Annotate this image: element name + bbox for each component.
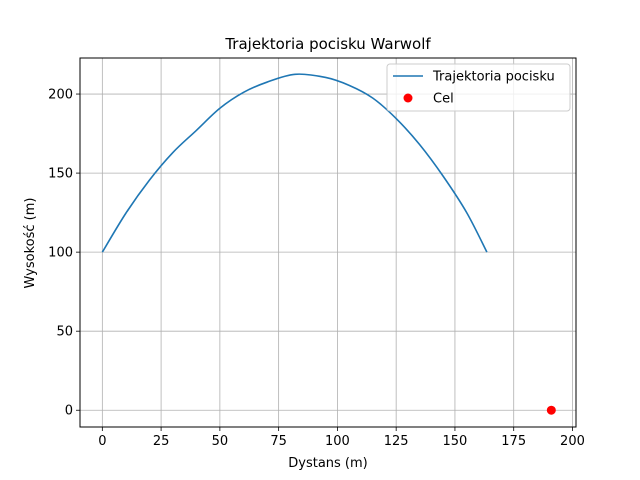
x-tick-label: 75 [270, 434, 287, 449]
axes-frame [79, 57, 577, 428]
chart-title: Trajektoria pocisku Warwolf [224, 35, 431, 53]
y-tick-label: 50 [56, 325, 73, 340]
x-tick-label: 0 [98, 434, 106, 449]
y-tick-label: 150 [48, 167, 73, 182]
x-axis-ticks: 0 25 50 75 100 125 150 175 200 [98, 427, 585, 449]
y-tick-label: 0 [65, 404, 73, 419]
target-point [546, 405, 556, 415]
y-axis-label: Wysokość (m) [23, 198, 38, 289]
legend-label: Cel [433, 92, 454, 107]
x-axis-label: Dystans (m) [288, 456, 368, 471]
y-tick-label: 100 [48, 246, 73, 261]
series-line-trajectory [101, 73, 488, 253]
legend-swatch-marker [403, 93, 413, 103]
y-axis-ticks: 0 50 100 150 200 [48, 88, 80, 419]
legend-box [386, 63, 571, 112]
grid [80, 58, 576, 427]
x-tick-label: 200 [560, 434, 585, 449]
x-tick-label: 150 [443, 434, 468, 449]
plot-area [101, 73, 556, 415]
x-tick-label: 50 [212, 434, 229, 449]
x-tick-label: 125 [384, 434, 409, 449]
x-tick-label: 100 [325, 434, 350, 449]
legend-label: Trajektoria pocisku [432, 70, 555, 85]
legend: Trajektoria pocisku Cel [386, 63, 571, 112]
x-tick-label: 25 [153, 434, 170, 449]
y-tick-label: 200 [48, 88, 73, 103]
x-tick-label: 175 [501, 434, 526, 449]
